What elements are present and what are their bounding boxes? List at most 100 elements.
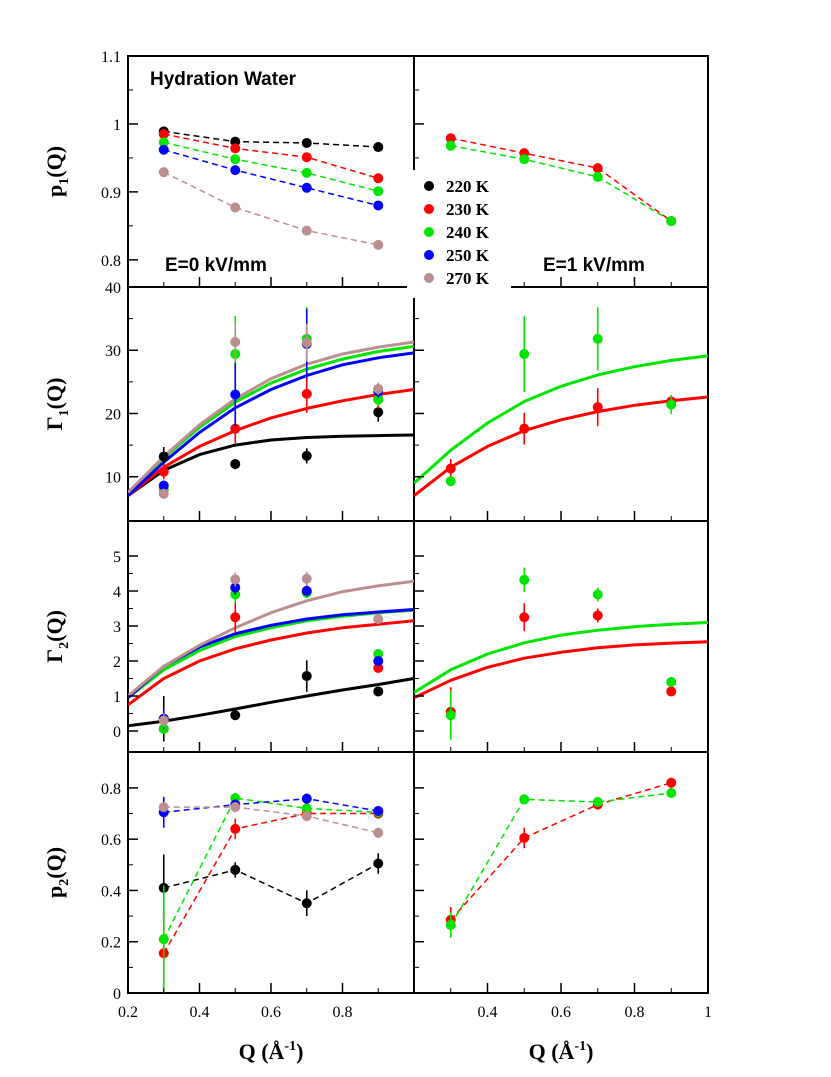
legend-label-230-k: 230 K (446, 200, 490, 219)
xtick-label-left-2: 0.6 (261, 1004, 281, 1021)
cell-gamma1-right (414, 307, 708, 497)
data-point-gamma1-right-240-k-3 (666, 399, 677, 410)
data-point-p1-left-220-k-2 (301, 137, 312, 148)
data-point-gamma1-left-270-k-0 (158, 488, 169, 499)
ytick-label-p2-0: 0 (113, 986, 121, 1003)
legend-label-220-k: 220 K (446, 177, 490, 196)
ylabel-p1: p1(Q) (42, 146, 72, 197)
ytick-label-gamma1-3: 40 (105, 280, 121, 297)
data-point-p1-left-270-k-2 (301, 225, 312, 236)
data-point-p2-left-270-k-3 (373, 827, 384, 838)
series-line-p2-left-270-k (163, 806, 379, 834)
data-point-p2-right-240-k-1 (519, 794, 530, 805)
fit-line-gamma2-left-220-k (128, 677, 414, 728)
series-line-p2-right-230-k (450, 782, 672, 921)
legend-marker-240-k (424, 227, 434, 237)
data-point-gamma2-left-220-k-3 (373, 686, 384, 697)
fit-line-gamma2-left-270-k (128, 579, 414, 698)
legend-label-250-k: 250 K (446, 246, 490, 265)
series-line-p1-left-240-k (163, 141, 379, 192)
legend-marker-270-k (424, 273, 434, 283)
data-point-p1-right-240-k-2 (592, 171, 603, 182)
data-point-gamma2-right-230-k-1 (519, 612, 530, 623)
xlabel-close-right: ) (586, 1039, 593, 1064)
data-point-gamma2-left-270-k-3 (373, 614, 384, 624)
data-point-p2-left-250-k-2 (301, 793, 312, 804)
data-point-gamma1-left-220-k-1 (230, 459, 241, 470)
data-point-gamma2-right-240-k-0 (445, 710, 456, 721)
fit-line-gamma2-left-230-k (128, 619, 414, 707)
series-line-p1-left-270-k (163, 171, 379, 246)
fit-line-gamma1-left-220-k (128, 433, 414, 497)
series-line-p2-left-230-k (163, 812, 379, 954)
fit-line-gamma1-left-230-k (128, 388, 414, 497)
ytick-label-p2-3: 0.6 (101, 832, 121, 849)
ytick-label-gamma2-4: 4 (113, 584, 121, 601)
ylabel-sub-gamma2: 2 (57, 642, 72, 649)
data-point-gamma1-left-250-k-1 (230, 389, 241, 400)
cell-p2-right (445, 777, 677, 938)
series-line-p1-left-220-k (163, 130, 379, 148)
fit-line-gamma1-left-270-k (128, 340, 414, 494)
xlabel-sup-left: -1 (284, 1039, 296, 1054)
data-point-p2-left-220-k-1 (230, 864, 241, 875)
data-point-gamma1-left-230-k-0 (158, 466, 169, 477)
ytick-label-p1-2: 1 (113, 117, 121, 134)
xtick-label-right-3: 1 (704, 1004, 712, 1021)
xtick-label-left-0: 0.2 (118, 1004, 138, 1021)
series-line-p1-right-240-k (450, 144, 672, 222)
xlabel-right: Q (Å-1) (529, 1039, 594, 1064)
y-axis-labels: p1(Q)Γ1(Q)Γ2(Q)p2(Q) (42, 146, 72, 898)
fit-line-gamma1-right-240-k (414, 354, 708, 485)
ytick-label-p2-2: 0.4 (101, 883, 121, 900)
data-point-p1-left-230-k-2 (301, 152, 312, 163)
fit-line-gamma1-right-230-k (414, 395, 708, 497)
data-point-p2-left-240-k-2 (301, 803, 312, 814)
xtick-label-right-0: 0.4 (478, 1004, 498, 1021)
data-point-gamma1-right-240-k-0 (445, 476, 456, 487)
data-point-p1-left-220-k-3 (373, 142, 384, 153)
data-point-p2-left-250-k-3 (373, 805, 384, 816)
ylabel-main-gamma1: Γ (42, 416, 67, 430)
data-point-gamma2-left-230-k-3 (373, 663, 384, 673)
data-point-gamma2-right-230-k-3 (666, 686, 677, 697)
ytick-label-gamma1-1: 20 (105, 406, 121, 423)
xlabel-sup-right: -1 (574, 1039, 586, 1054)
ytick-label-gamma2-0: 0 (113, 724, 121, 741)
field-label-right: E=1 kV/mm (543, 255, 645, 276)
data-point-p2-left-270-k-1 (230, 802, 241, 813)
series-line-p1-left-250-k (163, 149, 379, 207)
data-point-p1-left-270-k-1 (230, 202, 241, 213)
ytick-label-p2-4: 0.8 (101, 781, 121, 798)
data-point-p2-left-220-k-2 (301, 898, 312, 909)
data-point-p1-left-240-k-1 (230, 154, 241, 165)
field-label-left: E=0 kV/mm (165, 255, 267, 276)
xtick-label-left-1: 0.4 (190, 1004, 210, 1021)
ytick-label-gamma1-2: 30 (105, 343, 121, 360)
ylabel-rest-p2: (Q) (42, 847, 67, 879)
data-point-p1-left-250-k-3 (373, 200, 384, 211)
data-point-gamma2-left-220-k-2 (301, 671, 312, 682)
cell-gamma1-left (128, 307, 414, 499)
data-series-layer (128, 126, 708, 993)
cell-p2-left (158, 793, 384, 993)
data-point-gamma1-left-230-k-2 (301, 388, 312, 399)
data-point-p1-left-270-k-3 (373, 239, 384, 250)
data-point-p2-right-240-k-2 (592, 796, 603, 807)
ylabel-main-gamma2: Γ (42, 649, 67, 663)
chart-title: Hydration Water (150, 69, 297, 90)
xlabel-close-left: ) (296, 1039, 303, 1064)
ytick-label-gamma2-1: 1 (113, 689, 121, 706)
data-point-gamma2-left-250-k-2 (301, 586, 312, 596)
ylabel-rest-p1: (Q) (42, 146, 67, 178)
data-point-p2-right-230-k-1 (519, 832, 530, 843)
data-point-p1-left-240-k-2 (301, 167, 312, 178)
data-point-gamma2-right-240-k-1 (519, 574, 530, 585)
data-point-p1-left-230-k-0 (158, 129, 169, 140)
cell-p1-left (158, 126, 384, 250)
data-point-p1-left-240-k-0 (158, 137, 169, 148)
ylabel-rest-gamma1: (Q) (42, 378, 67, 410)
data-point-gamma2-left-220-k-1 (230, 710, 241, 721)
data-point-gamma1-left-220-k-2 (301, 450, 312, 461)
